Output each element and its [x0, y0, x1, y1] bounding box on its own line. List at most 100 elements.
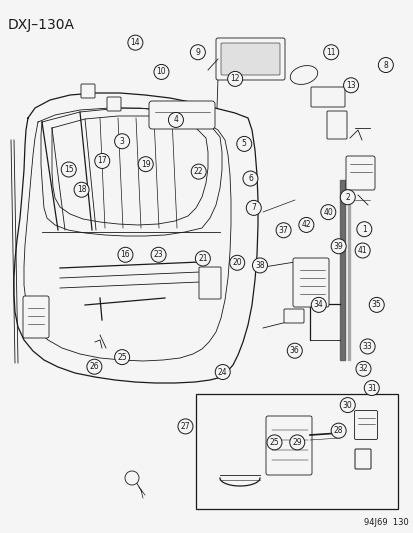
Circle shape [275, 223, 290, 238]
Circle shape [320, 205, 335, 220]
Circle shape [95, 154, 109, 168]
Circle shape [339, 398, 354, 413]
Text: 34: 34 [313, 301, 323, 309]
Circle shape [227, 71, 242, 86]
Circle shape [178, 419, 192, 434]
Circle shape [359, 339, 374, 354]
FancyBboxPatch shape [283, 309, 303, 323]
Text: 12: 12 [230, 75, 239, 83]
Text: 31: 31 [366, 384, 376, 392]
Circle shape [323, 45, 338, 60]
Text: 20: 20 [232, 259, 242, 267]
Text: 33: 33 [362, 342, 372, 351]
Text: 17: 17 [97, 157, 107, 165]
Circle shape [114, 350, 129, 365]
Circle shape [61, 162, 76, 177]
Text: 29: 29 [292, 438, 301, 447]
Text: 32: 32 [358, 365, 368, 373]
Circle shape [195, 251, 210, 266]
Text: 22: 22 [194, 167, 203, 176]
FancyBboxPatch shape [221, 43, 279, 75]
Text: 11: 11 [326, 48, 335, 56]
Circle shape [242, 171, 257, 186]
Text: 2: 2 [344, 193, 349, 201]
FancyBboxPatch shape [199, 267, 221, 299]
Text: 28: 28 [333, 426, 342, 435]
Circle shape [330, 239, 345, 254]
Text: 35: 35 [371, 301, 381, 309]
Circle shape [236, 136, 251, 151]
FancyBboxPatch shape [266, 416, 311, 475]
Text: 15: 15 [64, 165, 74, 174]
Text: 41: 41 [357, 246, 367, 255]
FancyBboxPatch shape [216, 38, 284, 80]
Text: 24: 24 [217, 368, 227, 376]
Text: 37: 37 [278, 226, 288, 235]
Circle shape [125, 471, 139, 485]
Text: 16: 16 [120, 251, 130, 259]
Circle shape [190, 45, 205, 60]
Text: 26: 26 [89, 362, 99, 371]
Circle shape [330, 423, 345, 438]
Text: DXJ–130A: DXJ–130A [8, 18, 75, 32]
Text: 94J69  130: 94J69 130 [363, 518, 408, 527]
FancyBboxPatch shape [354, 410, 377, 440]
Text: 6: 6 [247, 174, 252, 183]
Text: 23: 23 [153, 251, 163, 259]
Circle shape [215, 365, 230, 379]
FancyBboxPatch shape [23, 296, 49, 338]
Text: 38: 38 [254, 261, 264, 270]
Circle shape [118, 247, 133, 262]
Circle shape [311, 297, 325, 312]
Circle shape [339, 190, 354, 205]
FancyBboxPatch shape [354, 449, 370, 469]
Text: 14: 14 [130, 38, 140, 47]
Circle shape [355, 361, 370, 376]
Circle shape [377, 58, 392, 72]
Circle shape [154, 64, 169, 79]
Text: 10: 10 [156, 68, 166, 76]
FancyBboxPatch shape [292, 258, 328, 307]
Text: 36: 36 [289, 346, 299, 355]
Circle shape [128, 35, 142, 50]
Circle shape [246, 200, 261, 215]
Text: 8: 8 [382, 61, 387, 69]
Text: 19: 19 [140, 160, 150, 168]
Text: 42: 42 [301, 221, 311, 229]
FancyBboxPatch shape [149, 101, 214, 129]
Text: 9: 9 [195, 48, 200, 56]
Circle shape [287, 343, 301, 358]
Text: 40: 40 [323, 208, 332, 216]
Text: 4: 4 [173, 116, 178, 124]
Circle shape [191, 164, 206, 179]
Circle shape [363, 381, 378, 395]
Text: 25: 25 [269, 438, 279, 447]
Text: 27: 27 [180, 422, 190, 431]
Bar [195, 394, 397, 509]
Text: 3: 3 [119, 137, 124, 146]
Ellipse shape [290, 66, 317, 84]
Circle shape [138, 157, 153, 172]
Circle shape [229, 255, 244, 270]
Circle shape [354, 243, 369, 258]
Circle shape [289, 435, 304, 450]
Circle shape [343, 78, 358, 93]
Circle shape [114, 134, 129, 149]
Text: 30: 30 [342, 401, 352, 409]
Circle shape [368, 297, 383, 312]
Text: 5: 5 [241, 140, 246, 148]
Text: 21: 21 [198, 254, 207, 263]
FancyBboxPatch shape [81, 84, 95, 98]
FancyBboxPatch shape [107, 97, 121, 111]
Circle shape [266, 435, 281, 450]
FancyBboxPatch shape [326, 111, 346, 139]
Text: 39: 39 [333, 242, 343, 251]
Circle shape [87, 359, 102, 374]
FancyBboxPatch shape [345, 156, 374, 190]
Text: 1: 1 [361, 225, 366, 233]
Circle shape [74, 182, 89, 197]
Circle shape [151, 247, 166, 262]
Text: 13: 13 [345, 81, 355, 90]
Circle shape [168, 112, 183, 127]
Circle shape [356, 222, 371, 237]
